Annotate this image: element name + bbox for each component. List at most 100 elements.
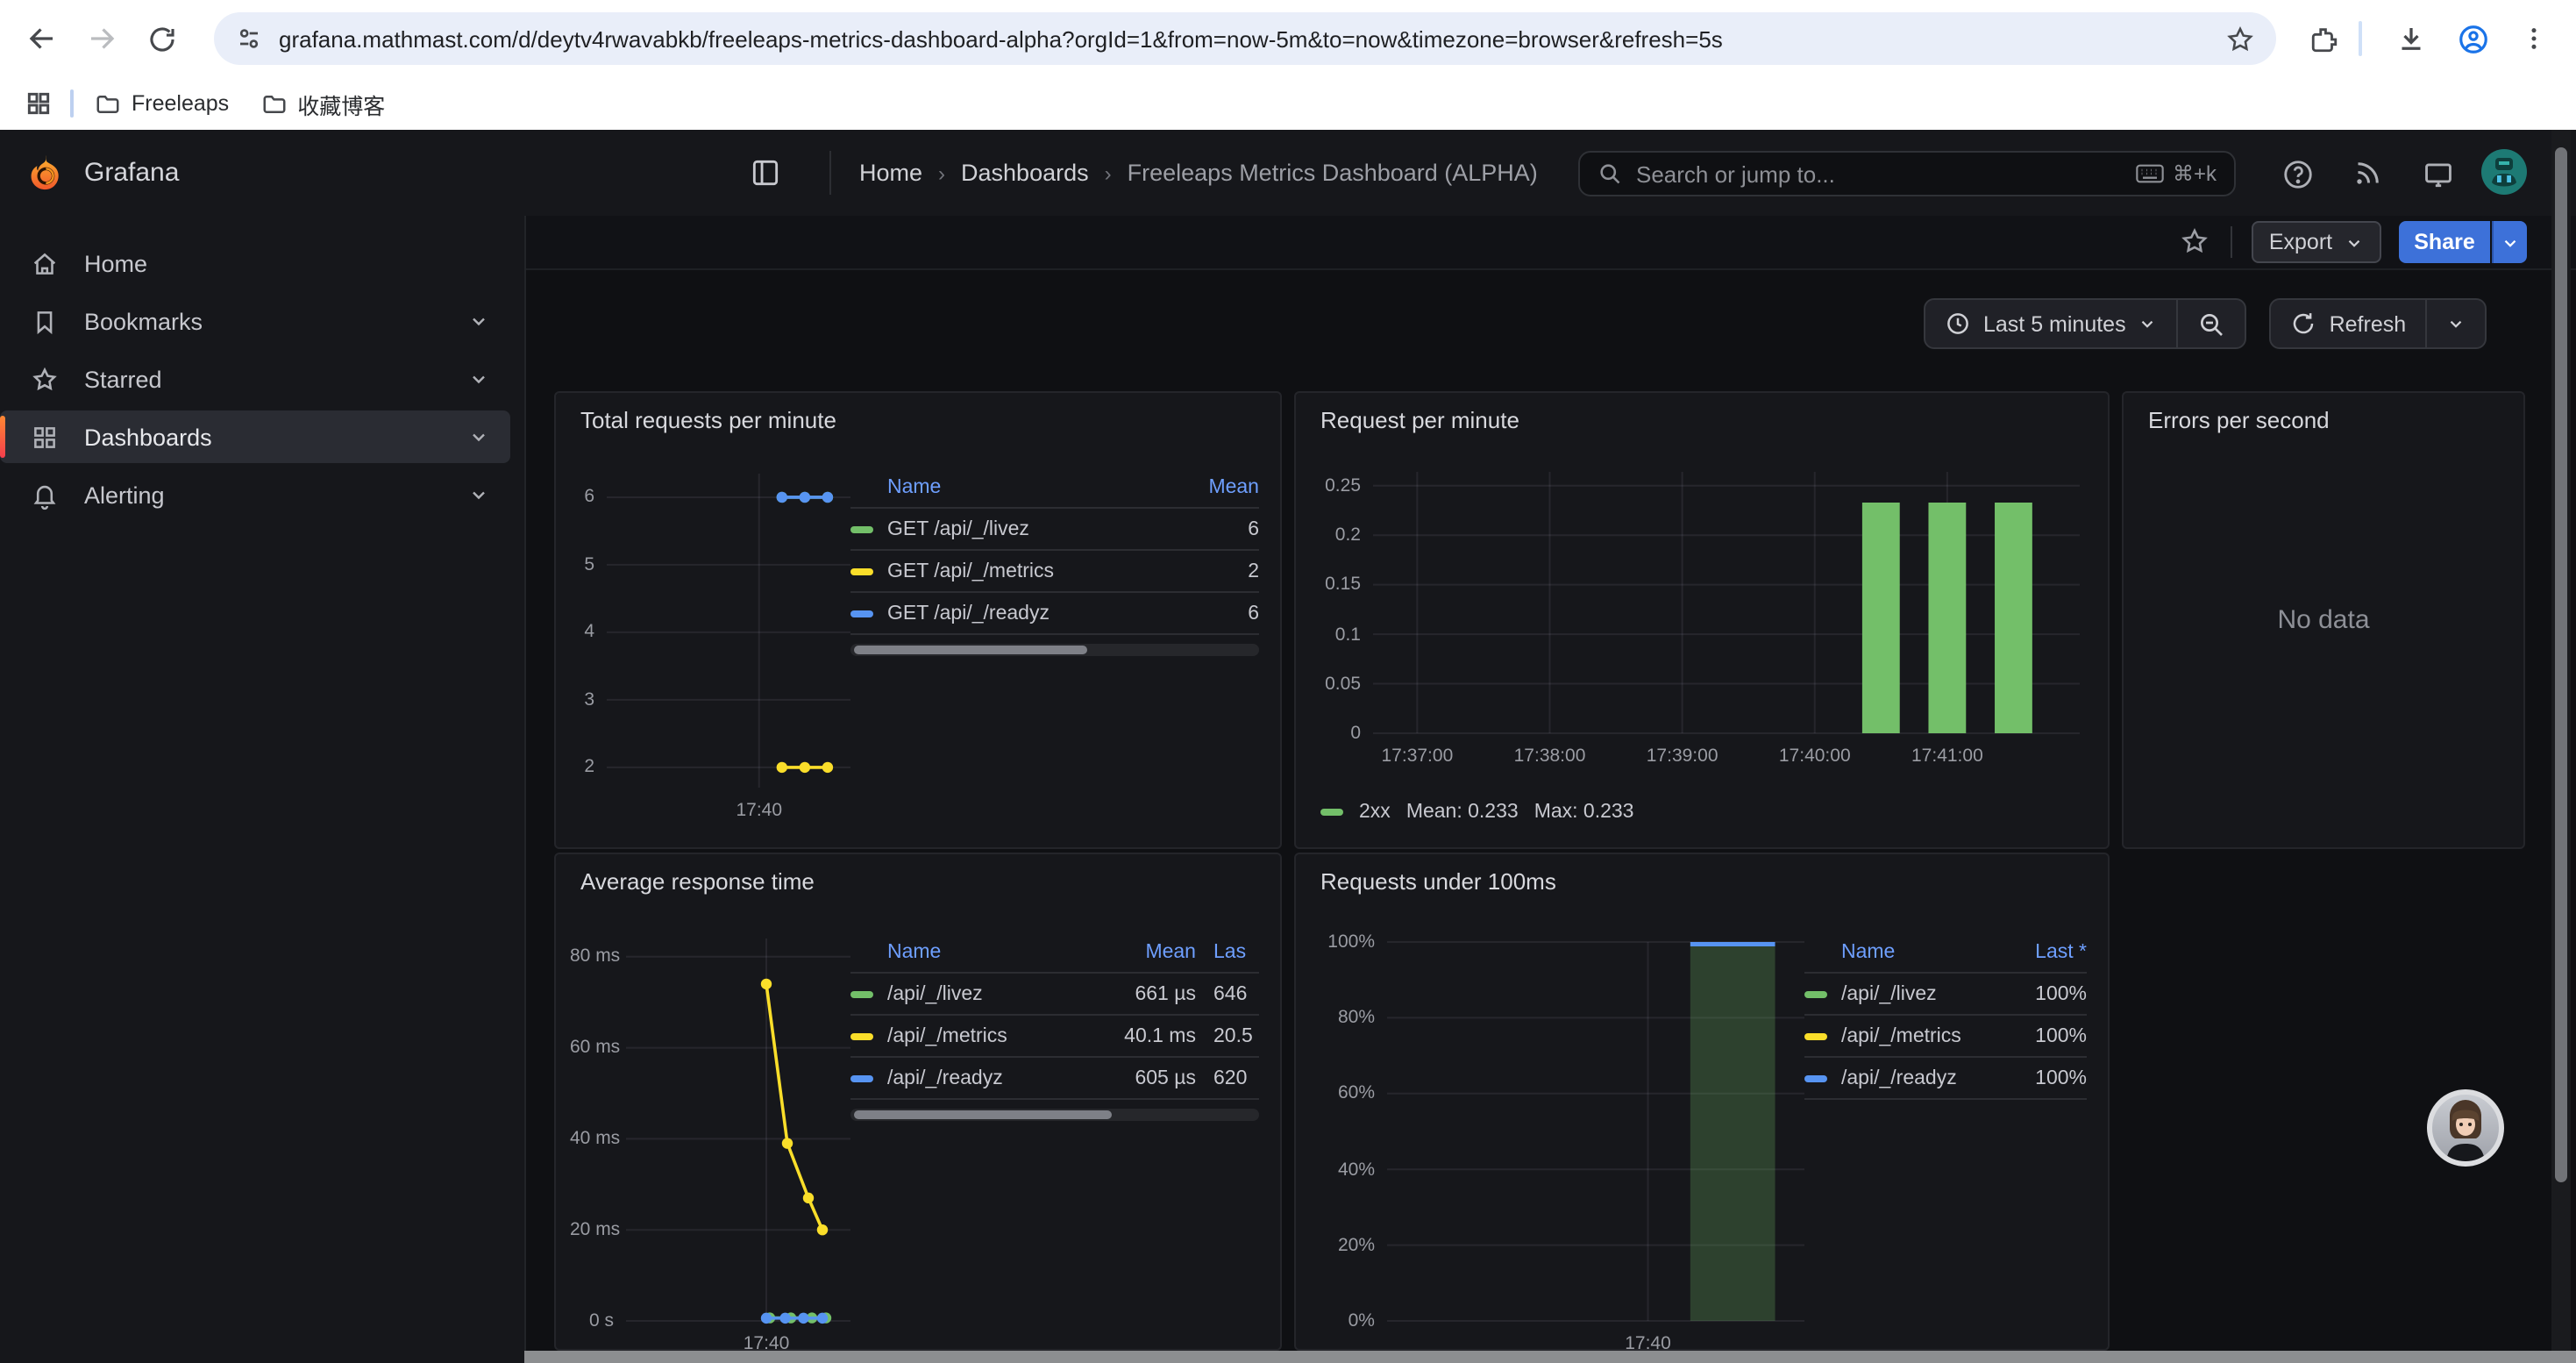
help-icon — [2281, 157, 2314, 190]
y-axis-label: 3 — [570, 689, 594, 710]
legend-scrollbar[interactable] — [850, 1109, 1259, 1121]
legend-row[interactable]: /api/_/readyz605 µs620 — [850, 1058, 1259, 1100]
legend-row[interactable]: /api/_/metrics40.1 ms20.5 r — [850, 1016, 1259, 1058]
horizontal-scrollbar[interactable] — [524, 1351, 2576, 1363]
share-button[interactable]: Share — [2399, 221, 2490, 263]
x-axis-label: 17:40 — [1596, 1333, 1701, 1351]
panel-title[interactable]: Average response time — [580, 868, 815, 895]
panel-title[interactable]: Request per minute — [1320, 407, 1519, 433]
breadcrumb-item[interactable]: Dashboards — [961, 160, 1089, 186]
rss-icon — [2352, 158, 2383, 189]
help-button[interactable] — [2273, 149, 2322, 198]
y-axis-label: 40% — [1310, 1159, 1375, 1180]
url-bar[interactable]: grafana.mathmast.com/d/deytv4rwavabkb/fr… — [214, 12, 2276, 65]
forward-icon — [86, 23, 117, 54]
sidebar-item-home[interactable]: Home — [0, 237, 510, 289]
panel-title[interactable]: Requests under 100ms — [1320, 868, 1556, 895]
favorite-dashboard-button[interactable] — [2180, 226, 2210, 256]
legend-column-label[interactable]: Las — [1213, 941, 1259, 962]
refresh-group: Refresh — [2270, 298, 2487, 349]
sidebar-item-dashboards[interactable]: Dashboards — [0, 410, 510, 463]
grafana-header: Grafana Home›Dashboards›Freeleaps Metric… — [0, 130, 2576, 218]
series-color-pill — [1804, 1074, 1827, 1081]
time-range-button[interactable]: Last 5 minutes — [1925, 300, 2177, 347]
legend-column-label[interactable]: Mean — [1189, 476, 1259, 497]
sidebar-item-bookmarks[interactable]: Bookmarks — [0, 295, 510, 347]
series-name[interactable]: 2xx — [1359, 802, 1391, 823]
x-axis-label: 17:41:00 — [1895, 746, 2000, 767]
share-menu-button[interactable] — [2492, 221, 2527, 263]
legend-row[interactable]: /api/_/livez661 µs646 — [850, 974, 1259, 1016]
panel-title[interactable]: Errors per second — [2148, 407, 2330, 433]
chevron-down-icon — [2501, 232, 2520, 252]
y-axis-label: 20 ms — [570, 1219, 614, 1240]
refresh-interval-button[interactable] — [2427, 300, 2485, 347]
legend-column-label[interactable]: Name — [887, 476, 1189, 497]
series-name: /api/_/livez — [887, 983, 1105, 1004]
series-color-pill — [850, 567, 873, 574]
time-range-group: Last 5 minutes — [1924, 298, 2247, 349]
chart-area[interactable] — [1310, 924, 1804, 1351]
sidebar-item-label: Home — [84, 250, 510, 276]
bookmark-star-icon[interactable] — [2225, 24, 2255, 54]
legend-scrollbar[interactable] — [850, 644, 1259, 656]
y-axis-label: 60 ms — [570, 1038, 614, 1059]
chart-area[interactable] — [570, 456, 850, 849]
y-axis-label: 40 ms — [570, 1128, 614, 1149]
legend-column-label[interactable]: Last * — [2006, 941, 2087, 962]
sidebar-item-alerting[interactable]: Alerting — [0, 468, 510, 521]
legend-inline: 2xxMean: 0.233Max: 0.233 — [1320, 802, 1634, 823]
extensions-button[interactable] — [2294, 9, 2353, 68]
legend-row[interactable]: /api/_/livez100% — [1804, 974, 2087, 1016]
legend-column-label[interactable]: Name — [887, 941, 1105, 962]
legend-scrollbar-thumb[interactable] — [854, 1110, 1112, 1119]
y-axis-label: 20% — [1310, 1235, 1375, 1256]
bookmark-folder[interactable]: Freeleaps — [95, 90, 229, 117]
chevron-down-icon[interactable] — [468, 426, 489, 447]
grafana-brand[interactable]: Grafana — [25, 130, 179, 216]
series-value: 100% — [2006, 1067, 2087, 1088]
zoom-out-button[interactable] — [2179, 300, 2245, 347]
reload-button[interactable] — [132, 9, 191, 68]
assistant-avatar-widget[interactable] — [2427, 1089, 2504, 1167]
breadcrumb-item[interactable]: Freeleaps Metrics Dashboard (ALPHA) — [1128, 160, 1538, 186]
back-icon — [26, 23, 58, 54]
forward-button[interactable] — [72, 9, 132, 68]
apps-grid-button[interactable] — [25, 89, 53, 118]
bookmark-folder[interactable]: 收藏博客 — [260, 87, 385, 120]
star-icon — [2180, 226, 2210, 256]
bookmarks-divider — [70, 89, 74, 118]
legend-row[interactable]: /api/_/metrics100% — [1804, 1016, 2087, 1058]
downloads-button[interactable] — [2381, 9, 2441, 68]
series-name: /api/_/metrics — [887, 1025, 1105, 1046]
display-button[interactable] — [2413, 149, 2462, 198]
legend-row[interactable]: GET /api/_/metrics2 — [850, 551, 1259, 593]
legend-column-label[interactable]: Mean — [1105, 941, 1196, 962]
x-axis-label: 17:40 — [714, 1333, 819, 1351]
window-scrollbar-thumb[interactable] — [2555, 147, 2567, 1182]
breadcrumb-item[interactable]: Home — [859, 160, 922, 186]
legend-scrollbar-thumb[interactable] — [854, 646, 1087, 654]
panel-avg-response-time: Average response time0 s20 ms40 ms60 ms8… — [554, 853, 1282, 1351]
legend-header: NameMean Las — [850, 931, 1259, 974]
back-button[interactable] — [12, 9, 72, 68]
profile-button[interactable] — [2443, 9, 2502, 68]
bookmark-folders: Freeleaps 收藏博客 — [95, 87, 416, 120]
chevron-down-icon[interactable] — [468, 310, 489, 332]
news-button[interactable] — [2343, 149, 2392, 198]
y-axis-label: 0.15 — [1310, 574, 1361, 596]
chevron-down-icon[interactable] — [468, 484, 489, 505]
legend-row[interactable]: GET /api/_/readyz6 — [850, 593, 1259, 635]
user-avatar[interactable] — [2480, 147, 2529, 196]
chevron-down-icon[interactable] — [468, 368, 489, 389]
search-input[interactable]: Search or jump to... ⌘+k — [1578, 151, 2236, 196]
export-button[interactable]: Export — [2252, 221, 2381, 263]
legend-column-label[interactable]: Name — [1841, 941, 2006, 962]
refresh-button[interactable]: Refresh — [2272, 300, 2426, 347]
dock-menu-button[interactable] — [749, 156, 782, 189]
legend-row[interactable]: GET /api/_/livez6 — [850, 509, 1259, 551]
panel-title[interactable]: Total requests per minute — [580, 407, 836, 433]
legend-row[interactable]: /api/_/readyz100% — [1804, 1058, 2087, 1100]
menu-button[interactable] — [2504, 9, 2564, 68]
sidebar-item-starred[interactable]: Starred — [0, 353, 510, 405]
